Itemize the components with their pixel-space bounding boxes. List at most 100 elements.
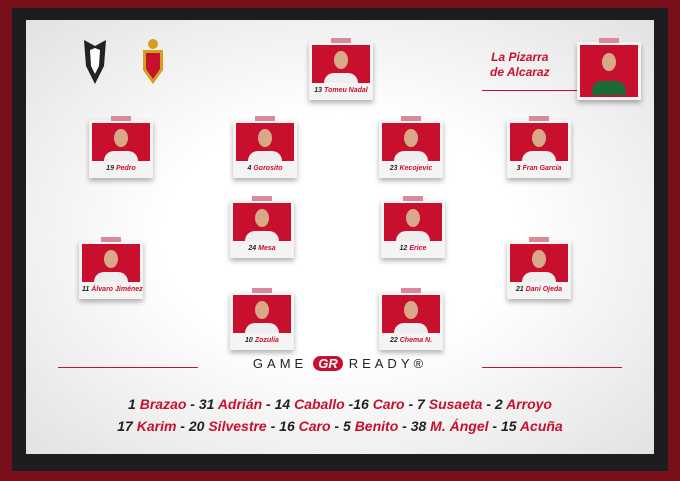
tape: [529, 116, 549, 121]
player-card: 4 Gorosito: [233, 116, 297, 178]
tape: [403, 196, 423, 201]
sub-name: Brazao: [139, 396, 187, 412]
sub-entry: 38 M. Ángel -: [411, 418, 501, 434]
separator: -: [482, 396, 495, 412]
player-name: Fran García: [522, 165, 562, 172]
board-title: La Pizarra de Alcaraz: [490, 50, 550, 80]
player-card: 23 Kecojevic: [379, 116, 443, 178]
player-number: 23: [389, 165, 398, 172]
separator: -: [488, 418, 501, 434]
player-label: 24 Mesa: [233, 245, 291, 252]
player-label: 12 Erice: [384, 245, 442, 252]
player-photo: [384, 203, 442, 241]
player-photo: [510, 123, 568, 161]
coach-photo-card: [577, 38, 641, 100]
sub-number: 2: [494, 396, 503, 412]
player-card: 10 Zozulia: [230, 288, 294, 350]
divider-right: [482, 367, 622, 368]
player-label: 4 Gorosito: [236, 165, 294, 172]
sub-name: Caro: [298, 418, 331, 434]
player-number: 24: [248, 245, 257, 252]
sub-name: Caro: [372, 396, 405, 412]
sub-number: 31: [198, 396, 215, 412]
sponsor-banner: GAME GR READY®: [0, 356, 680, 371]
separator: -: [176, 418, 189, 434]
tape: [101, 237, 121, 242]
player-number: 22: [389, 337, 398, 344]
player-label: 3 Fran García: [510, 165, 568, 172]
player-photo: [233, 295, 291, 333]
player-number: 4: [247, 165, 252, 172]
sub-name: Benito: [354, 418, 399, 434]
player-card: 19 Pedro: [89, 116, 153, 178]
player-name: Álvaro Jiménez: [91, 286, 143, 293]
sponsor-logo: GR: [313, 356, 343, 371]
player-name: Dani Ojeda: [525, 286, 563, 293]
player-photo: [236, 123, 294, 161]
sub-name: Susaeta: [428, 396, 483, 412]
sub-name: Karim: [136, 418, 177, 434]
sub-number: 5: [343, 418, 351, 434]
sub-number: 14: [274, 396, 291, 412]
player-label: 11 Álvaro Jiménez: [82, 286, 143, 293]
player-number: 11: [82, 286, 90, 293]
separator: -: [186, 396, 199, 412]
tape: [252, 288, 272, 293]
player-name: Kecojevic: [399, 165, 433, 172]
player-name: Tomeu Nadal: [324, 87, 368, 94]
player-photo: [92, 123, 150, 161]
separator: -: [344, 396, 354, 412]
player-number: 10: [245, 337, 253, 344]
player-photo: [312, 45, 370, 83]
tape: [255, 116, 275, 121]
player-card: 13 Tomeu Nadal: [309, 38, 373, 100]
sub-entry: 14 Caballo -: [275, 396, 354, 412]
tape: [111, 116, 131, 121]
player-card: 22 Chema N.: [379, 288, 443, 350]
player-number: 13: [314, 87, 323, 94]
sub-entry: 2 Arroyo: [495, 396, 552, 412]
player-photo: [233, 203, 291, 241]
sub-number: 17: [117, 418, 133, 434]
sub-number: 38: [410, 418, 427, 434]
sub-entry: 17 Karim -: [117, 418, 189, 434]
substitutes-row-2: 17 Karim - 20 Silvestre - 16 Caro - 5 Be…: [0, 418, 680, 434]
sponsor-text-left: GAME: [252, 356, 308, 371]
player-photo: [382, 295, 440, 333]
player-card: 21 Dani Ojeda: [507, 237, 571, 299]
player-label: 21 Dani Ojeda: [510, 286, 568, 293]
separator: -: [266, 418, 280, 434]
player-name: Chema N.: [399, 337, 433, 344]
divider-left: [58, 367, 198, 368]
player-photo: [382, 123, 440, 161]
sponsor-text-right: READY®: [348, 356, 428, 371]
sub-entry: 5 Benito -: [343, 418, 411, 434]
sub-name: Caballo: [294, 396, 345, 412]
sub-number: 16: [353, 396, 369, 412]
sub-name: M. Ángel: [430, 418, 489, 434]
tape: [401, 288, 421, 293]
player-name: Pedro: [115, 165, 136, 172]
sub-name: Silvestre: [208, 418, 267, 434]
sub-entry: 20 Silvestre -: [189, 418, 279, 434]
player-number: 19: [106, 165, 114, 172]
sub-entry: 7 Susaeta -: [417, 396, 495, 412]
title-line-1: La Pizarra: [491, 50, 549, 64]
sub-name: Acuña: [519, 418, 563, 434]
sub-number: 16: [279, 418, 295, 434]
player-card: 11 Álvaro Jiménez: [79, 237, 143, 299]
player-label: 10 Zozulia: [233, 337, 291, 344]
tape: [401, 116, 421, 121]
sub-name: Adrián: [217, 396, 263, 412]
sub-number: 1: [128, 396, 136, 412]
player-name: Mesa: [258, 245, 276, 252]
sub-entry: 16 Caro -: [353, 396, 417, 412]
substitutes-row-1: 1 Brazao - 31 Adrián - 14 Caballo -16 Ca…: [0, 396, 680, 412]
separator: -: [262, 396, 275, 412]
player-card: 3 Fran García: [507, 116, 571, 178]
tape: [529, 237, 549, 242]
player-card: 12 Erice: [381, 196, 445, 258]
player-label: 23 Kecojevic: [382, 165, 440, 172]
player-number: 21: [515, 286, 524, 293]
separator: -: [404, 396, 418, 412]
